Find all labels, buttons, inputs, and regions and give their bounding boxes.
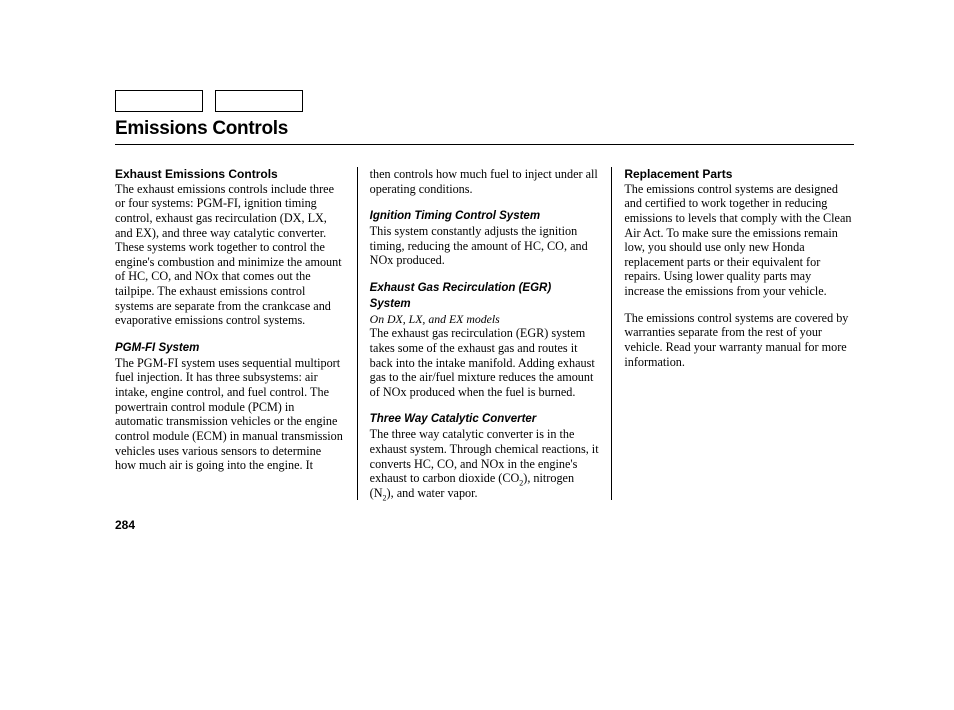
- body-text: The exhaust emissions controls include t…: [115, 182, 342, 328]
- body-text: The exhaust gas recirculation (EGR) syst…: [370, 326, 595, 399]
- heading-egr-line1: Exhaust Gas Recirculation (EGR): [370, 282, 552, 294]
- heading-exhaust-emissions: Exhaust Emissions Controls: [115, 167, 278, 181]
- body-text: The emissions control systems are design…: [624, 182, 851, 298]
- page-title: Emissions Controls: [115, 118, 854, 145]
- column-1: Exhaust Emissions Controls The exhaust e…: [115, 167, 357, 500]
- tab-box-2: [215, 90, 303, 112]
- body-text: The three way catalytic converter is in …: [370, 427, 599, 500]
- heading-ignition-timing: Ignition Timing Control System: [370, 210, 540, 222]
- heading-catalytic: Three Way Catalytic Converter: [370, 413, 537, 425]
- body-text: The emissions control systems are covere…: [624, 311, 848, 369]
- model-note: On DX, LX, and EX models: [370, 312, 500, 326]
- body-text: then controls how much fuel to inject un…: [370, 167, 598, 196]
- heading-egr-line2: System: [370, 298, 411, 310]
- content-columns: Exhaust Emissions Controls The exhaust e…: [115, 167, 854, 500]
- body-text: This system constantly adjusts the ignit…: [370, 224, 588, 267]
- tab-box-1: [115, 90, 203, 112]
- heading-replacement-parts: Replacement Parts: [624, 167, 732, 181]
- page-number: 284: [115, 518, 854, 532]
- body-text: The PGM-FI system uses sequential multip…: [115, 356, 343, 472]
- index-tabs: [115, 90, 854, 112]
- manual-page: Emissions Controls Exhaust Emissions Con…: [0, 0, 954, 562]
- heading-pgmfi: PGM-FI System: [115, 342, 199, 354]
- column-2: then controls how much fuel to inject un…: [357, 167, 613, 500]
- column-3: Replacement Parts The emissions control …: [612, 167, 854, 500]
